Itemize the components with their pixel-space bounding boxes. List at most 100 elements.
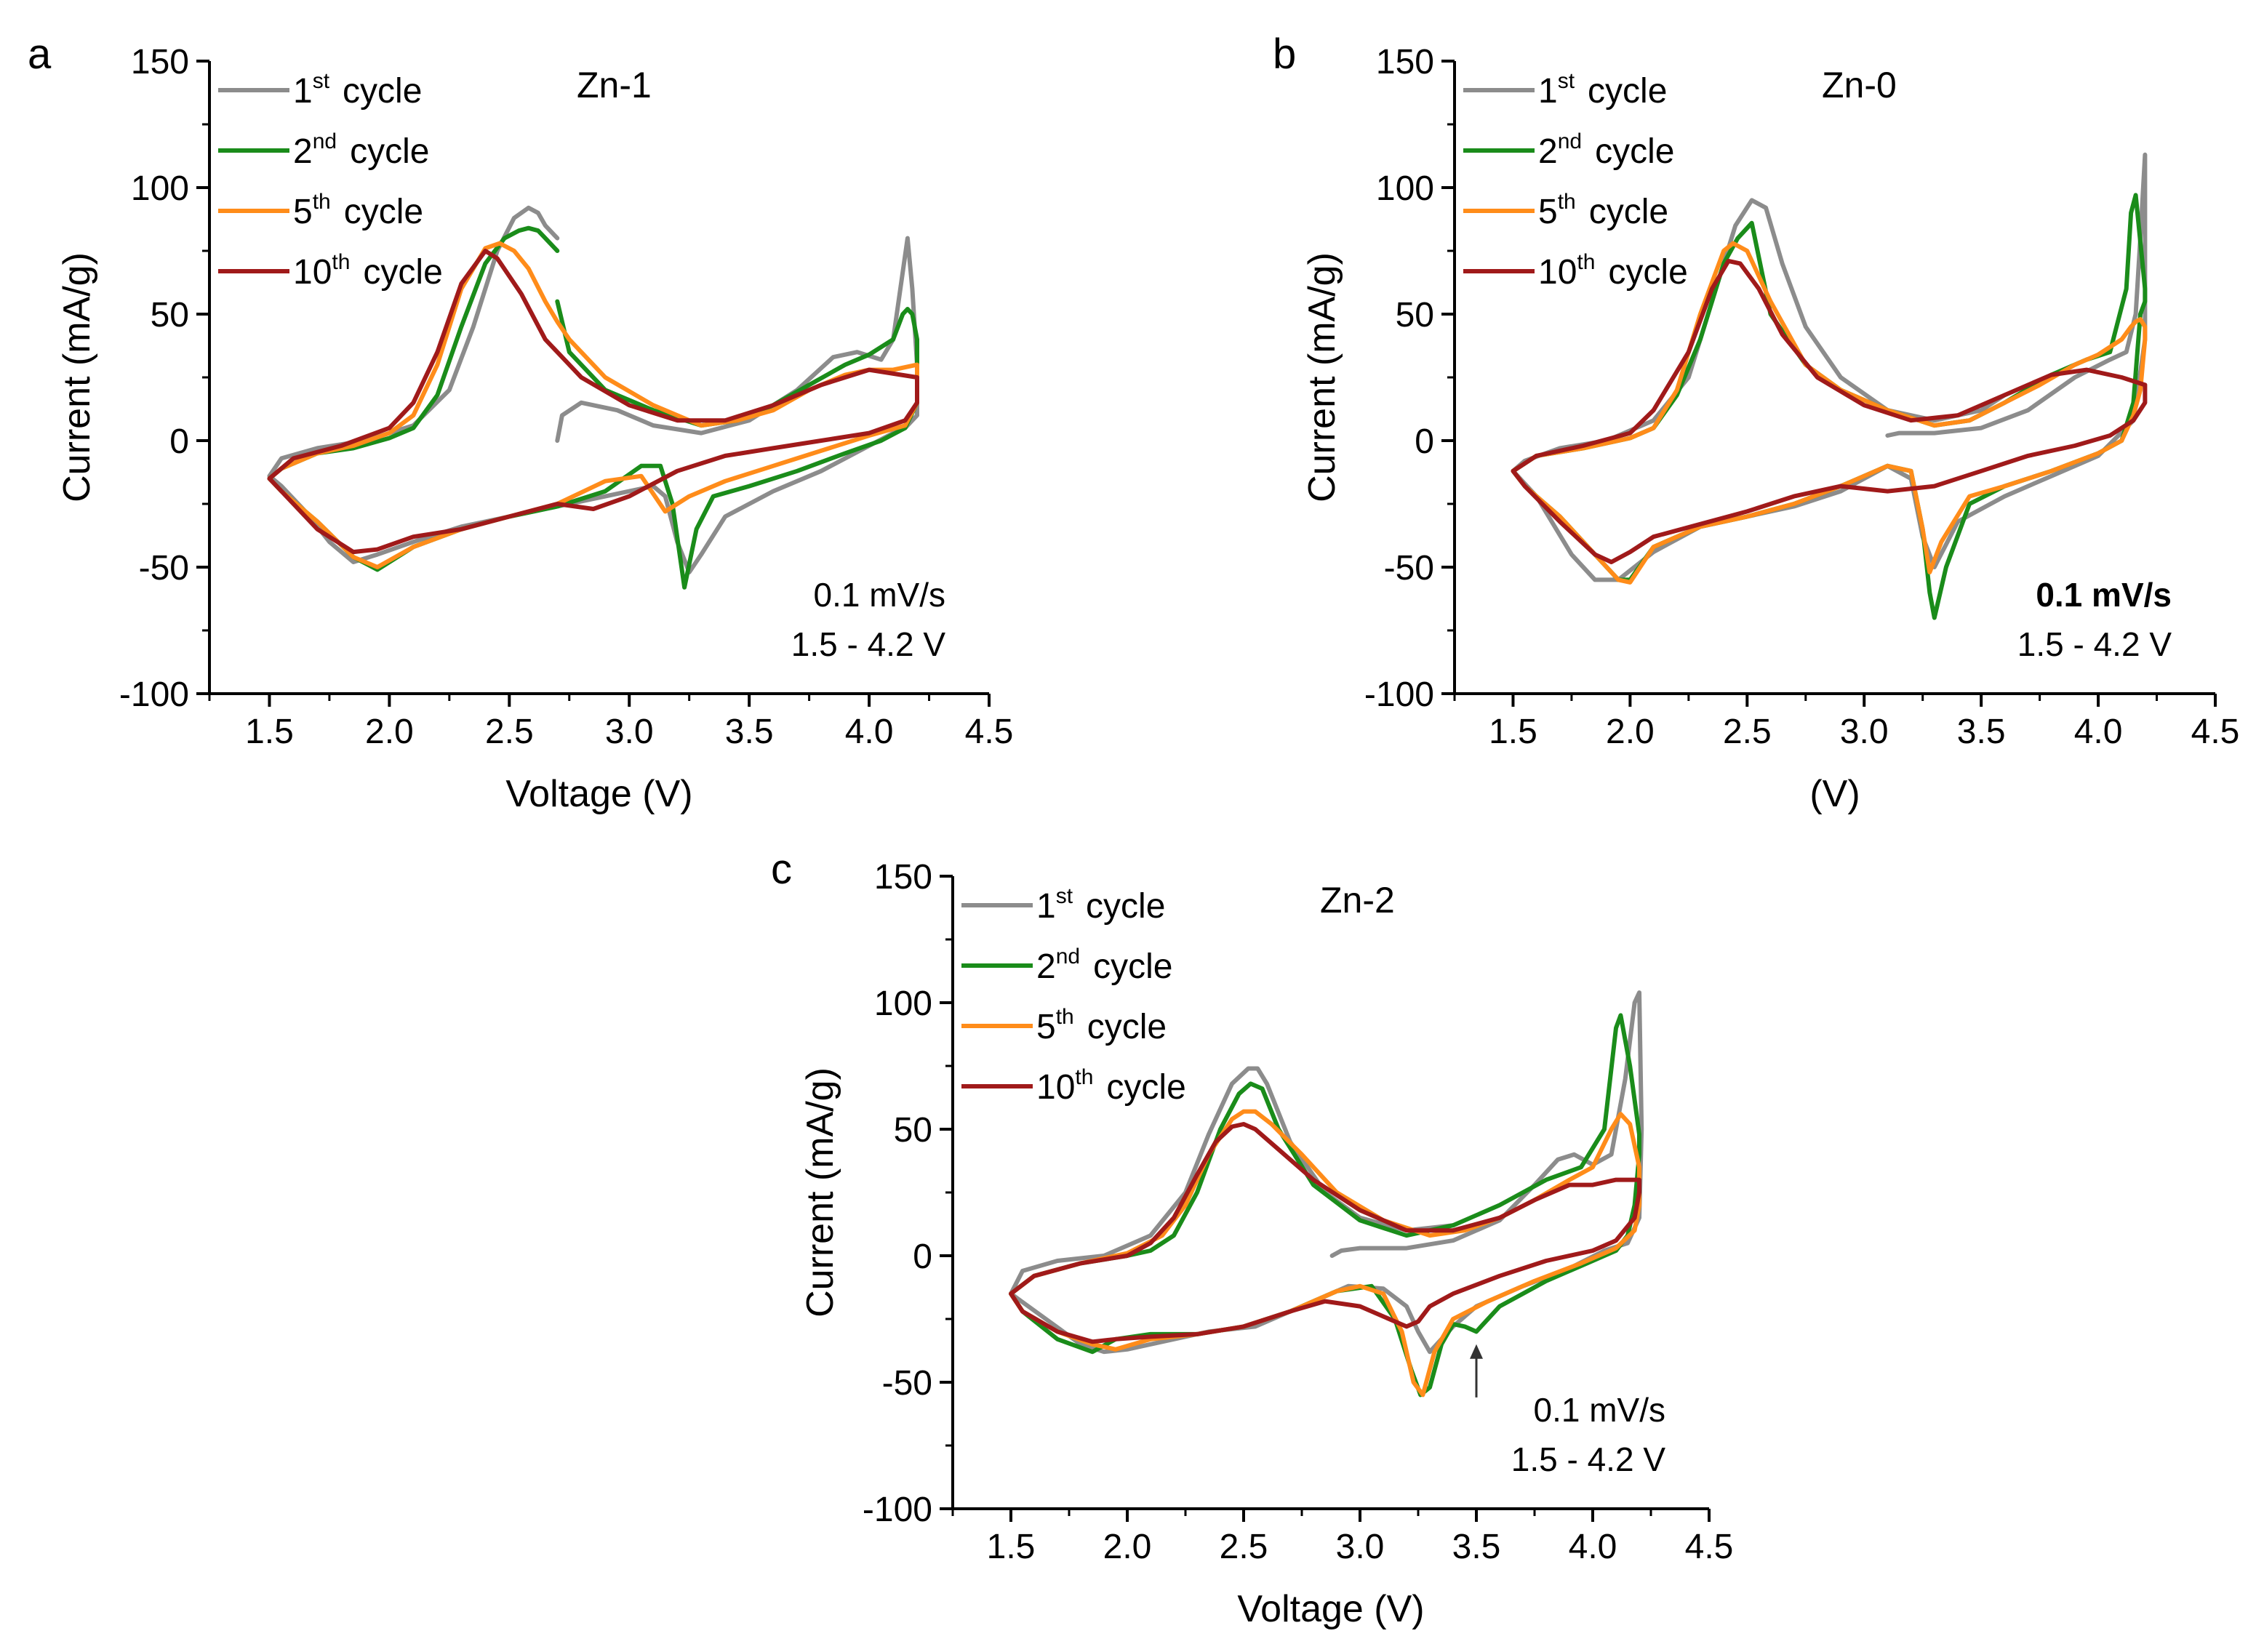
legend-number: 10 [1538, 253, 1577, 292]
x-tick-label: 4.0 [845, 713, 894, 751]
y-tick-label: 50 [151, 296, 189, 334]
x-tick-label: 2.5 [485, 713, 534, 751]
legend-number: 5 [293, 193, 313, 231]
x-tick-label: 2.0 [1103, 1528, 1152, 1566]
legend-number: 10 [1036, 1068, 1075, 1107]
legend-superscript: nd [313, 129, 337, 153]
series-line-2 [1009, 1013, 1641, 1398]
x-tick-label: 4.5 [2191, 713, 2240, 751]
y-axis-label: Current (mA/g) [799, 1067, 841, 1318]
x-tick-label: 4.0 [2074, 713, 2123, 751]
legend-superscript: th [1577, 250, 1595, 274]
legend-cycle-text: cycle [1589, 193, 1668, 231]
x-tick-label: 4.0 [1569, 1528, 1617, 1566]
legend-superscript: st [1558, 69, 1575, 93]
x-tick-label: 3.5 [1957, 713, 2006, 751]
y-tick-label: 100 [874, 985, 932, 1023]
voltage-range-label: 1.5 - 4.2 V [791, 625, 946, 663]
legend-entry: 10th cycle [293, 250, 443, 292]
panel-letter: a [28, 31, 52, 78]
legend-entry: 2nd cycle [1036, 945, 1172, 986]
sample-label: Zn-2 [1320, 880, 1395, 921]
legend-superscript: nd [1558, 129, 1582, 153]
x-tick-label: 3.5 [725, 713, 774, 751]
annotation-arrow-head [1470, 1344, 1483, 1359]
legend-cycle-text: cycle [1588, 72, 1667, 111]
voltage-range-label: 1.5 - 4.2 V [1511, 1440, 1666, 1478]
series-line-2 [267, 225, 919, 590]
x-tick-label: 4.5 [1685, 1528, 1734, 1566]
x-tick-label: 1.5 [1489, 713, 1537, 751]
y-tick-label: -50 [1384, 549, 1434, 588]
x-tick-label: 4.5 [965, 713, 1014, 751]
legend-cycle-text: cycle [1086, 887, 1165, 926]
legend-superscript: st [1056, 884, 1073, 908]
legend-cycle-text: cycle [350, 132, 429, 171]
legend-superscript: nd [1056, 945, 1080, 969]
legend-entry: 1st cycle [1036, 884, 1165, 926]
y-tick-label: 0 [169, 422, 189, 461]
legend-number: 2 [1538, 132, 1558, 171]
sample-label: Zn-1 [577, 65, 652, 105]
legend-entry: 5th cycle [1036, 1005, 1167, 1046]
legend-superscript: th [313, 190, 331, 214]
legend-cycle-text: cycle [1608, 253, 1687, 292]
series-line-3 [1511, 241, 2148, 585]
legend-number: 1 [293, 72, 313, 111]
panel-a: a 1.5 2.0 2.5 3.0 3.5 4.0 4.5 150 100 50 0 -50 -100 Vo… [28, 31, 1013, 815]
legend-superscript: th [1056, 1005, 1074, 1029]
y-tick-label: 150 [874, 858, 932, 897]
legend-entry: 5th cycle [293, 190, 423, 231]
y-tick-label: -50 [882, 1364, 932, 1403]
y-tick-label: 50 [1396, 296, 1434, 334]
x-tick-label: 2.5 [1723, 713, 1772, 751]
y-tick-label: -100 [1364, 675, 1434, 714]
series-line-4 [267, 249, 919, 555]
y-axis-label: Current (mA/g) [56, 252, 98, 502]
series-line-4 [1009, 1122, 1641, 1344]
legend-superscript: th [1558, 190, 1576, 214]
x-tick-label: 3.0 [1840, 713, 1889, 751]
legend-number: 5 [1538, 193, 1558, 231]
x-tick-label: 1.5 [245, 713, 294, 751]
legend-cycle-text: cycle [1093, 947, 1172, 986]
legend-superscript: th [1075, 1065, 1093, 1089]
legend-entry: 10th cycle [1538, 250, 1688, 292]
voltage-range-label: 1.5 - 4.2 V [2017, 625, 2172, 663]
y-tick-label: -100 [863, 1491, 932, 1529]
y-axis-label: Current (mA/g) [1301, 252, 1343, 502]
y-tick-label: 0 [1415, 422, 1434, 461]
legend-entry: 10th cycle [1036, 1065, 1186, 1107]
series-line-4 [1511, 258, 2148, 564]
legend-number: 1 [1538, 72, 1558, 111]
x-tick-label: 3.5 [1452, 1528, 1501, 1566]
legend-entry: 5th cycle [1538, 190, 1668, 231]
x-tick-label: 2.5 [1220, 1528, 1268, 1566]
panel-letter: b [1273, 31, 1296, 78]
x-tick-label: 3.0 [1336, 1528, 1385, 1566]
y-tick-label: 100 [1376, 169, 1434, 208]
x-axis-label: (V) [1809, 773, 1860, 815]
legend-cycle-text: cycle [363, 253, 442, 292]
legend-number: 1 [1036, 887, 1056, 926]
legend-number: 5 [1036, 1008, 1056, 1046]
y-tick-label: 100 [131, 169, 189, 208]
legend-superscript: th [332, 250, 350, 274]
x-tick-label: 2.0 [365, 713, 414, 751]
scan-rate-label: 0.1 mV/s [813, 576, 945, 614]
panel-letter: c [771, 846, 792, 893]
panel-c: c 1.5 2.0 2.5 3.0 3.5 4.0 4.5 150 100 50 0 -50 -100 Vo… [771, 846, 1733, 1630]
y-tick-label: 150 [1376, 43, 1434, 81]
y-tick-label: -100 [119, 675, 189, 714]
legend-cycle-text: cycle [1087, 1008, 1167, 1046]
x-axis-label: Voltage (V) [505, 773, 692, 815]
scan-rate-label: 0.1 mV/s [1533, 1391, 1665, 1429]
y-tick-label: 50 [894, 1111, 932, 1150]
y-tick-label: 150 [131, 43, 189, 81]
legend-cycle-text: cycle [1106, 1068, 1185, 1107]
sample-label: Zn-0 [1822, 65, 1897, 105]
legend-superscript: st [313, 69, 330, 93]
legend-number: 2 [293, 132, 313, 171]
x-tick-label: 3.0 [605, 713, 654, 751]
